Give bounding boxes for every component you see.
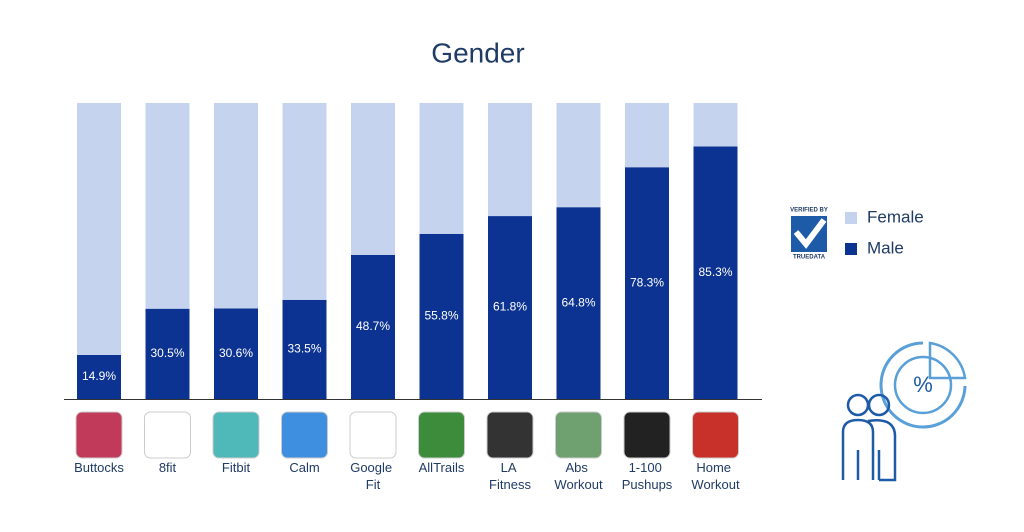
bar-segment xyxy=(488,216,532,399)
head xyxy=(867,393,891,417)
head xyxy=(846,393,870,417)
app-icon xyxy=(486,411,534,459)
app-icon xyxy=(281,411,328,459)
app-icon xyxy=(349,411,397,459)
bar-segment xyxy=(556,103,601,208)
bar-segment xyxy=(77,103,121,355)
bar-segment xyxy=(419,103,464,234)
data-label: 48.7% xyxy=(356,319,390,333)
data-label: 64.8% xyxy=(561,295,595,309)
data-label: 30.5% xyxy=(150,346,184,360)
verified-badge: VERIFIED BY TRUEDATA xyxy=(790,205,830,261)
x-tick-label: Calm xyxy=(289,460,319,475)
app-icon xyxy=(212,411,260,459)
bar-segment xyxy=(488,103,532,217)
x-tick-label: Buttocks xyxy=(74,460,124,475)
bar-segment xyxy=(693,103,738,147)
app-icon xyxy=(418,411,465,459)
x-tick-label: Fitbit xyxy=(222,460,251,475)
app-icon xyxy=(623,411,671,459)
badge-top: VERIFIED BY xyxy=(790,208,828,214)
data-label: 85.3% xyxy=(698,265,732,279)
bar-segment xyxy=(145,308,190,399)
body xyxy=(867,418,897,482)
x-tick-label: AllTrails xyxy=(419,460,465,475)
app-icon xyxy=(144,411,191,459)
bar-segment xyxy=(282,299,327,399)
chart-title: Gender xyxy=(431,37,524,68)
people-icon xyxy=(841,341,967,482)
icon-symbol: % xyxy=(913,372,933,397)
data-label: 55.8% xyxy=(424,309,458,323)
x-tick-label: Google Fit xyxy=(350,460,396,492)
badge-check xyxy=(793,218,827,249)
app-icon xyxy=(75,411,123,459)
bar-segment xyxy=(145,103,190,309)
bar-segment xyxy=(214,308,258,399)
bar-segment xyxy=(351,103,395,255)
data-label: 78.3% xyxy=(630,275,664,289)
legend-swatch xyxy=(845,212,857,224)
bar-segment xyxy=(693,146,738,399)
data-label: 30.6% xyxy=(219,346,253,360)
bar-segment xyxy=(214,103,258,309)
ring-slice xyxy=(928,341,967,380)
app-icon xyxy=(555,411,602,459)
bar-segment xyxy=(77,354,121,399)
bar-segment xyxy=(556,207,601,399)
legend-label: Male xyxy=(867,238,904,257)
x-tick-label: 8fit xyxy=(159,460,177,475)
bar-segment xyxy=(282,103,327,300)
x-tick-label: Home Workout xyxy=(691,460,740,492)
bar-segment xyxy=(625,167,669,399)
x-tick-label: Abs Workout xyxy=(554,460,603,492)
legend-swatch xyxy=(845,243,857,255)
data-label: 61.8% xyxy=(493,300,527,314)
x-tick-label: LA Fitness xyxy=(489,460,531,492)
bar-segment xyxy=(351,254,395,399)
ring-inner xyxy=(893,355,953,415)
x-tick-label: 1-100 Pushups xyxy=(622,460,673,492)
ring xyxy=(879,341,967,429)
legend-label: Female xyxy=(867,207,924,226)
bar-segment xyxy=(419,233,464,399)
body xyxy=(841,418,875,480)
data-label: 33.5% xyxy=(287,342,321,356)
app-icon xyxy=(692,411,739,459)
badge-bottom: TRUEDATA xyxy=(793,255,826,261)
bar-segment xyxy=(625,103,669,168)
data-label: 14.9% xyxy=(82,369,116,383)
